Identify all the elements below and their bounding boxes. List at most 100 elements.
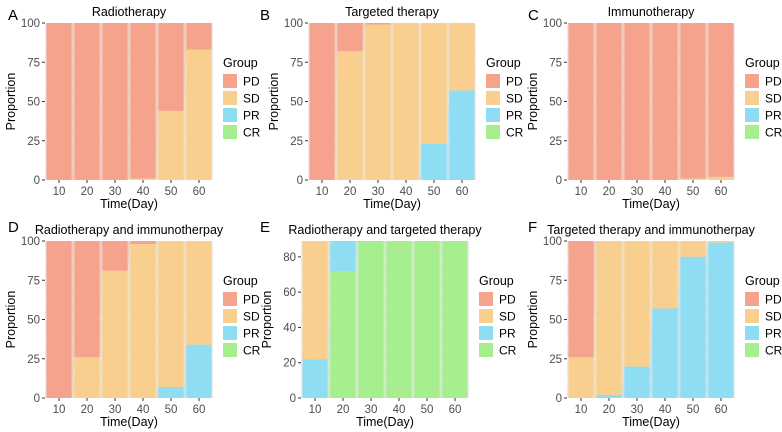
- x-tick-label: 10: [53, 404, 66, 416]
- legend-label-cr: CR: [243, 344, 261, 358]
- bar-segment-pd-30: [102, 23, 128, 180]
- panel-letter: B: [260, 7, 270, 24]
- y-axis-title: Proportion: [260, 291, 274, 349]
- y-tick-label: 100: [21, 236, 40, 248]
- bar-segment-sd-20: [596, 241, 622, 395]
- y-tick-label: 50: [27, 97, 40, 109]
- y-tick-label: 75: [549, 275, 562, 287]
- x-axis-title: Time(Day): [100, 197, 158, 211]
- panel-letter: C: [528, 7, 539, 24]
- flow-ribbon-sd: [446, 23, 450, 144]
- flow-ribbon-pd: [705, 23, 709, 179]
- legend-label-sd: SD: [243, 92, 260, 106]
- bar-segment-sd-40: [393, 23, 419, 180]
- y-tick-label: 25: [549, 136, 562, 148]
- x-tick-label: 10: [575, 404, 588, 416]
- bar-segment-sd-60: [186, 241, 212, 345]
- flow-ribbon-pd: [99, 23, 103, 180]
- flow-ribbon-pd: [183, 23, 187, 111]
- y-tick-label: 75: [27, 275, 40, 287]
- legend-label-sd: SD: [506, 92, 523, 106]
- y-tick-label: 75: [290, 57, 303, 69]
- bar-segment-sd-30: [624, 241, 650, 367]
- y-tick-label: 75: [549, 57, 562, 69]
- flow-ribbon-pd: [677, 23, 681, 180]
- panel-a: 0 25 50 75 100 10 20 30 40 50 60 Time(Day) Proportio…: [4, 5, 261, 211]
- panel-letter: D: [8, 219, 19, 236]
- legend-label-sd: SD: [765, 310, 782, 324]
- panel-d: 0 25 50 75 100 10 20 30 40 50 60 Time(Day) Proportio…: [4, 219, 261, 429]
- x-tick-label: 40: [393, 404, 406, 416]
- x-tick-label: 50: [687, 186, 700, 198]
- bar-segment-sd-40: [130, 244, 156, 398]
- x-tick-label: 40: [400, 186, 413, 198]
- x-tick-label: 60: [715, 404, 728, 416]
- bar-segment-pd-30: [624, 23, 650, 180]
- legend-key-sd: [745, 309, 759, 323]
- legend-key-cr: [223, 343, 237, 357]
- flow-ribbon-pd: [334, 23, 338, 180]
- panel-title: Radiotherapy and targeted therapy: [288, 223, 482, 237]
- legend-title: Group: [486, 56, 521, 70]
- legend-label-cr: CR: [506, 126, 524, 140]
- flow-ribbon-pr: [327, 241, 331, 398]
- legend-title: Group: [479, 274, 514, 288]
- flow-ribbon-pd: [155, 241, 159, 245]
- flow-ribbon-pr: [649, 308, 653, 398]
- flow-ribbon-pd: [127, 241, 131, 271]
- flow-ribbon-pd: [155, 23, 159, 179]
- flow-ribbon-sd: [183, 241, 187, 388]
- x-tick-label: 30: [109, 404, 122, 416]
- bar-segment-pd-50: [680, 23, 706, 179]
- y-tick-label: 100: [543, 18, 562, 30]
- legend-key-sd: [223, 309, 237, 323]
- legend-label-pr: PR: [765, 109, 782, 123]
- flow-ribbon-pr: [446, 90, 450, 180]
- x-tick-label: 20: [344, 186, 357, 198]
- bar-segment-sd-50: [158, 241, 184, 388]
- flow-ribbon-pr: [418, 143, 422, 180]
- flow-ribbon-pd: [649, 23, 653, 180]
- bar-segment-pr-50: [158, 387, 184, 398]
- panel-title: Immunotherapy: [608, 5, 696, 19]
- legend-label-pr: PR: [243, 327, 260, 341]
- x-tick-label: 10: [316, 186, 329, 198]
- y-tick-label: 25: [290, 136, 303, 148]
- y-tick-label: 0: [34, 175, 40, 187]
- legend-label-pd: PD: [499, 293, 516, 307]
- bar-segment-cr-50: [414, 241, 440, 398]
- bar-segment-cr-30: [358, 241, 384, 398]
- y-tick-label: 0: [556, 393, 562, 405]
- legend-label-pr: PR: [499, 327, 516, 341]
- bar-segment-pd-10: [568, 23, 594, 180]
- bar-segment-pd-10: [46, 241, 72, 398]
- legend-key-sd: [223, 91, 237, 105]
- flow-ribbon-sd: [334, 51, 338, 181]
- y-tick-label: 100: [284, 18, 303, 30]
- y-tick-label: 75: [27, 57, 40, 69]
- bar-segment-sd-30: [365, 24, 391, 180]
- legend-title: Group: [745, 56, 780, 70]
- flow-ribbon-sd: [71, 357, 75, 398]
- x-tick-label: 20: [81, 186, 94, 198]
- flow-ribbon-pd: [99, 241, 103, 358]
- legend-key-cr: [479, 343, 493, 357]
- panel-letter: F: [528, 219, 537, 236]
- flow-ribbon-sd: [705, 241, 709, 257]
- flow-ribbon-pd: [621, 23, 625, 180]
- flow-ribbon-sd: [593, 241, 597, 398]
- flow-ribbon-pr: [183, 344, 187, 398]
- flow-ribbon-sd: [183, 49, 187, 180]
- flow-ribbon-pr: [155, 387, 159, 398]
- bar-segment-pd-20: [74, 23, 100, 180]
- x-tick-label: 30: [631, 404, 644, 416]
- y-tick-label: 0: [290, 393, 296, 405]
- bar-segment-pd-60: [708, 23, 734, 177]
- panel-title: Targeted therapy and immunotherpay: [547, 223, 756, 237]
- y-tick-label: 0: [556, 175, 562, 187]
- bar-segment-cr-20: [330, 270, 356, 398]
- flow-ribbon-sd: [99, 270, 103, 398]
- x-tick-label: 50: [421, 404, 434, 416]
- flow-ribbon-sd: [649, 241, 653, 367]
- legend-key-pr: [479, 326, 493, 340]
